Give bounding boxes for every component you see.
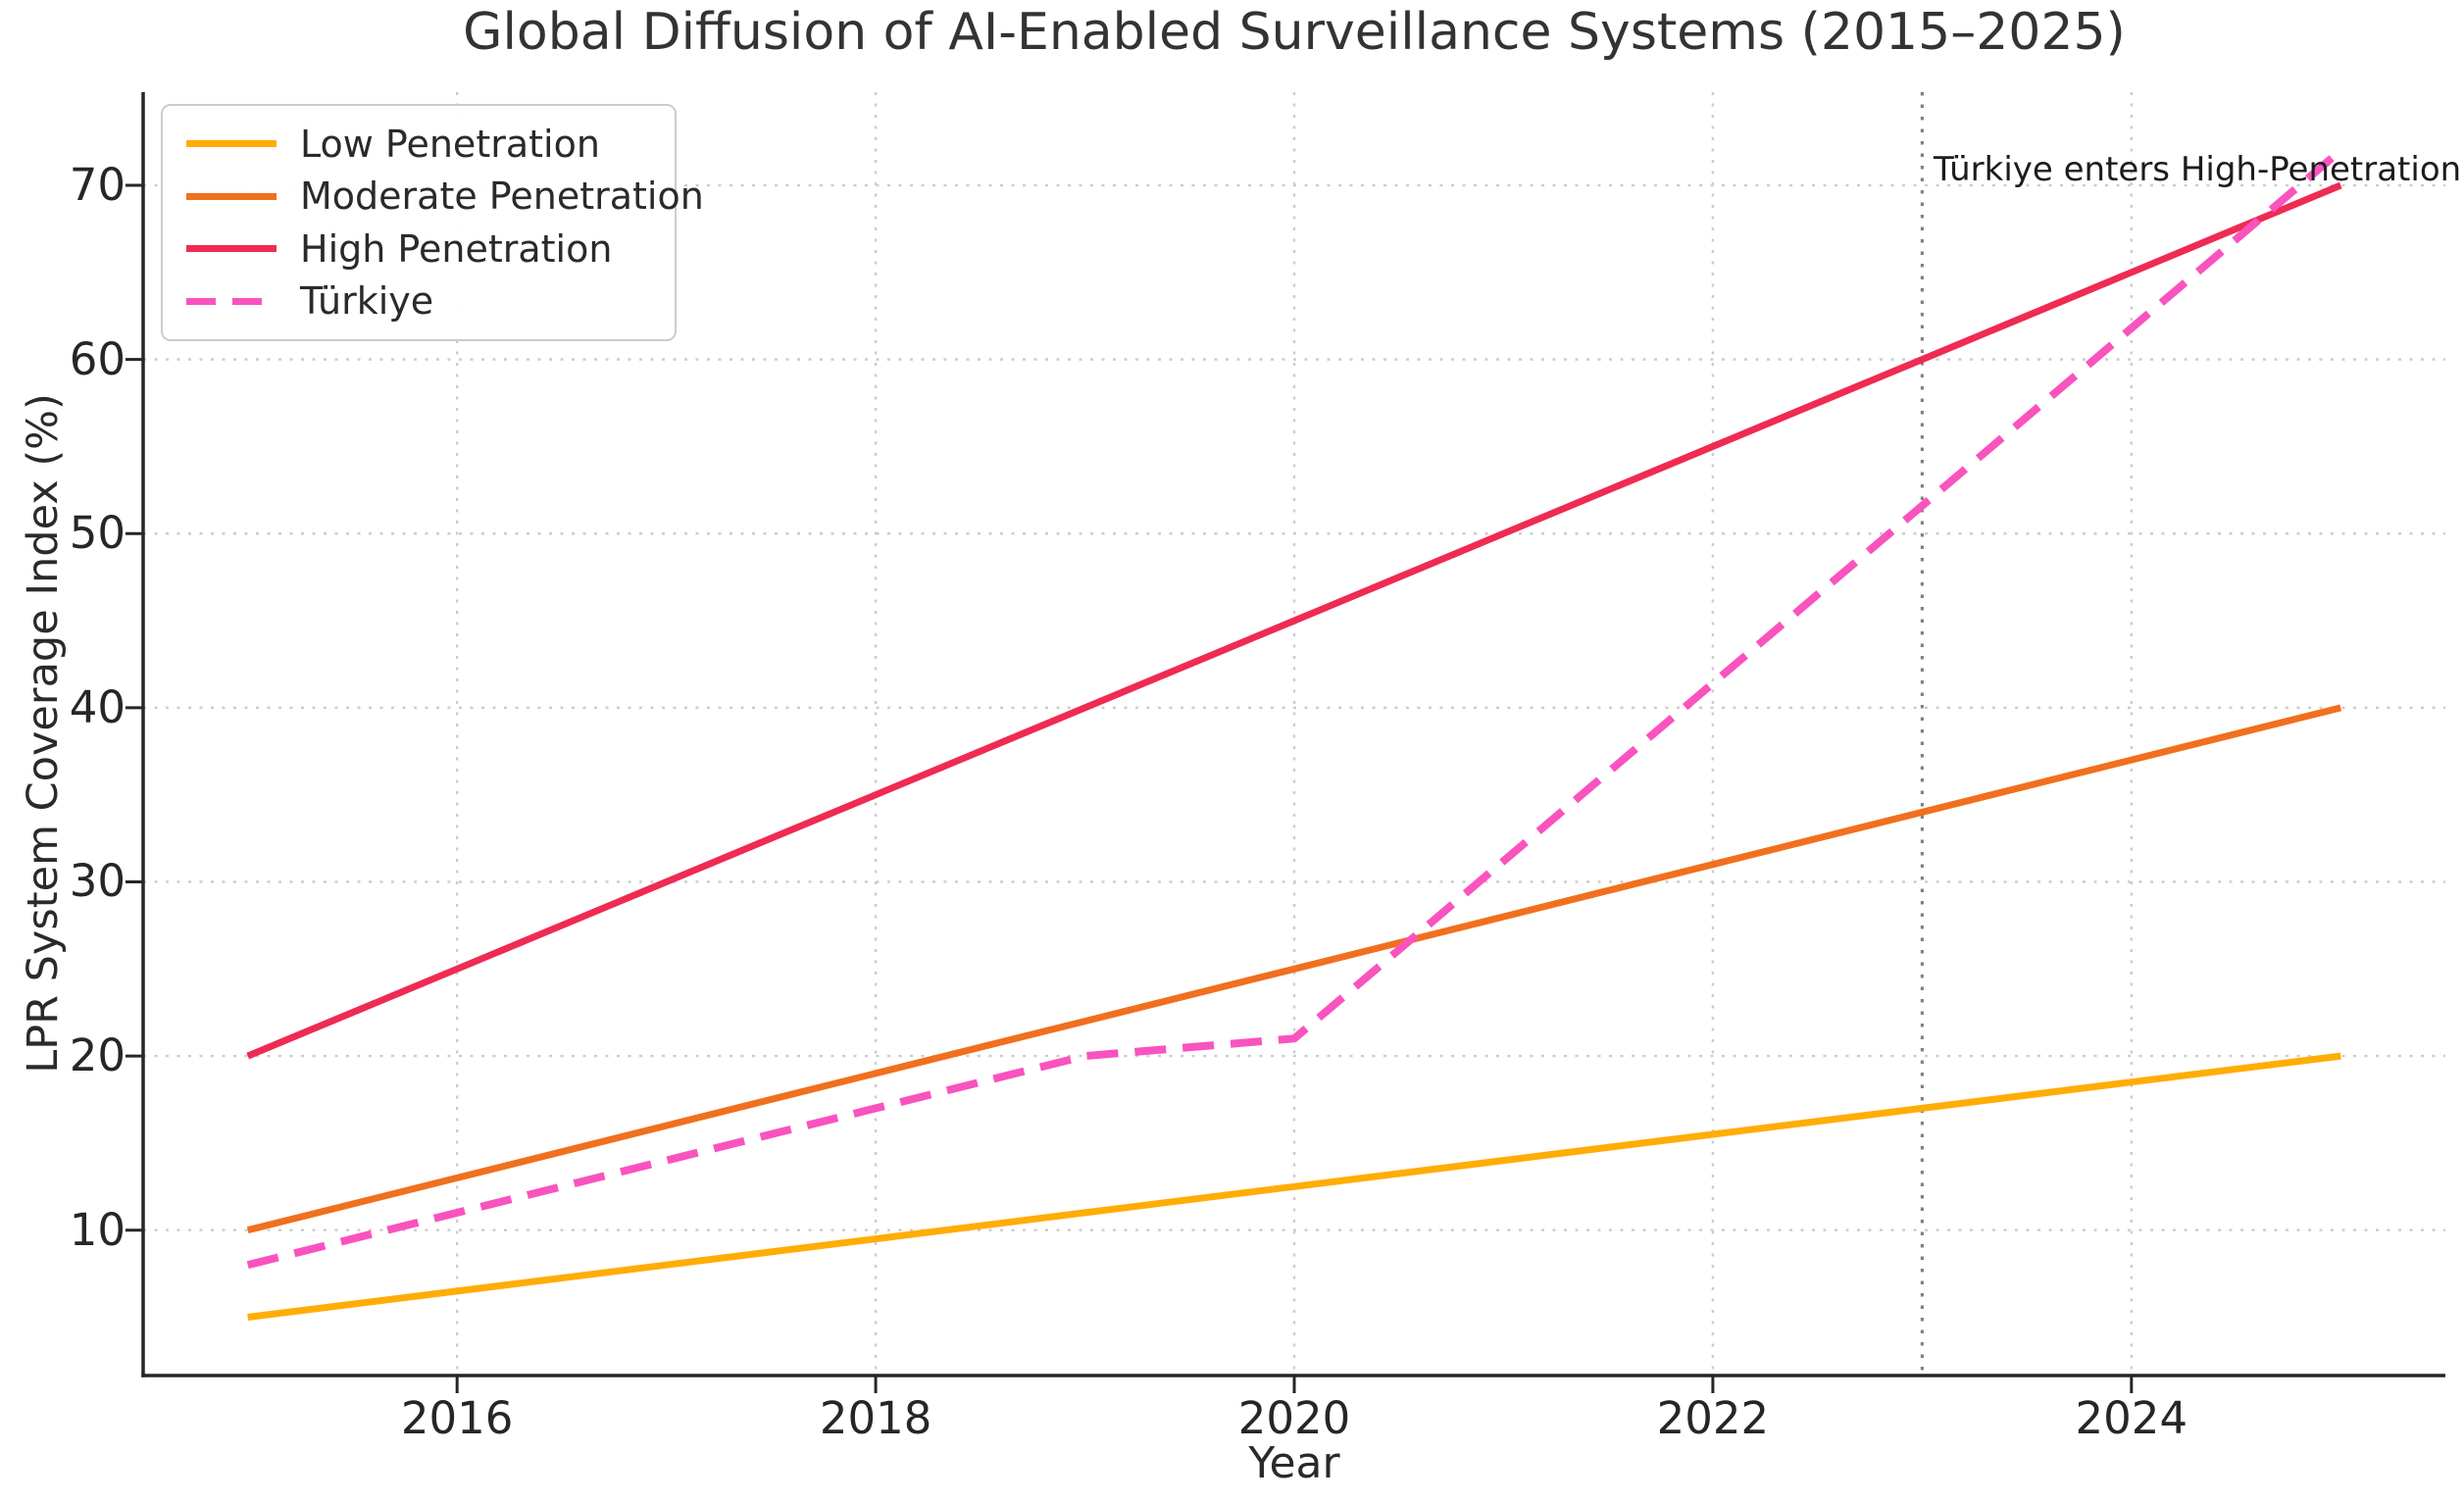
x-tick-label: 2016 [400,1392,514,1444]
series-line-3 [246,147,2343,1270]
x-tick-label: 2024 [2075,1392,2188,1444]
legend-item-label: High Penetration [300,226,613,271]
y-tick-label: 20 [69,1029,126,1082]
series-line-1 [246,704,2342,1234]
x-tick-label: 2022 [1656,1392,1770,1444]
x-axis-title: Year [1248,1438,1340,1488]
legend-item: High Penetration [186,227,651,271]
annotation-text: Türkiye enters High-Penetration [1934,150,2462,189]
x-tick-label: 2018 [819,1392,932,1444]
legend-item-label: Moderate Penetration [300,175,704,219]
series-line-2 [246,181,2342,1060]
y-axis-title: LPR System Coverage Index (%) [19,393,68,1074]
legend-item-label: Low Penetration [300,122,600,166]
legend-item: Low Penetration [186,123,651,166]
legend-item: Moderate Penetration [186,175,704,218]
legend-line-swatch [186,192,277,200]
series-line-0 [247,1052,2341,1321]
legend-item: Türkiye [186,279,651,323]
y-tick-label: 70 [69,159,126,212]
y-tick-label: 60 [69,332,126,385]
legend-line-swatch [186,297,277,305]
y-tick-label: 30 [69,855,126,908]
y-tick-label: 40 [69,680,126,733]
chart-title: Global Diffusion of AI-Enabled Surveilla… [463,3,2126,62]
legend-line-swatch [186,140,277,148]
y-tick-label: 10 [69,1203,126,1256]
x-tick-label: 2020 [1237,1392,1351,1444]
legend: Low Penetration Moderate Penetration High … [161,104,704,341]
y-tick-label: 50 [69,507,126,560]
legend-line-swatch [186,245,277,253]
legend-item-label: Türkiye [300,279,434,324]
